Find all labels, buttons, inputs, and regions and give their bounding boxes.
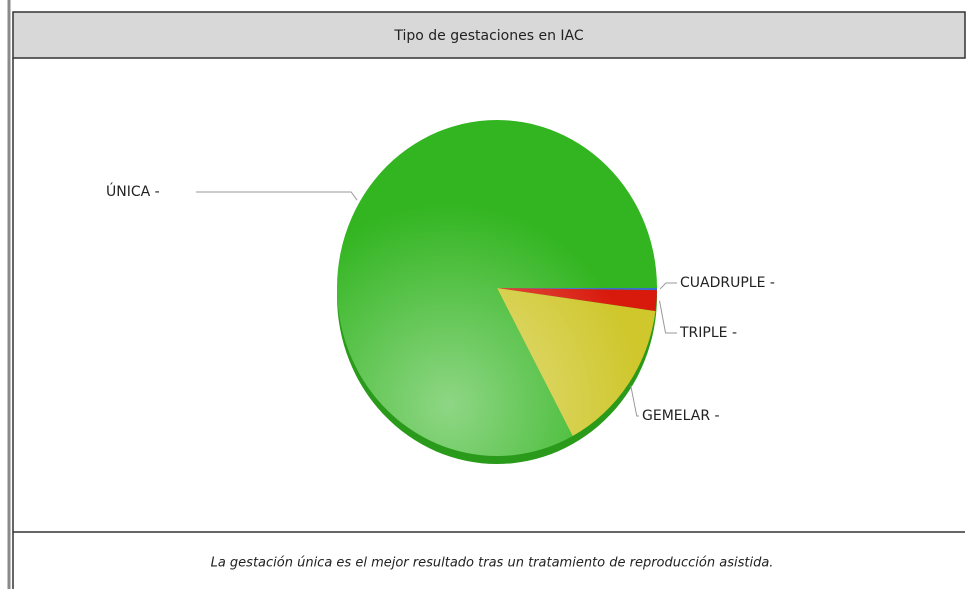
slice-label: ÚNICA - xyxy=(106,182,160,200)
slice-label: CUADRUPLE - xyxy=(680,275,775,291)
footer-text: La gestación única es el mejor resultado… xyxy=(211,556,774,571)
leader-line xyxy=(659,282,677,290)
slice-label: GEMELAR - xyxy=(642,408,720,424)
slice-label: TRIPLE - xyxy=(679,325,737,341)
leader-line xyxy=(196,191,358,201)
header xyxy=(12,11,966,59)
leader-line xyxy=(659,300,677,334)
chart-title: Tipo de gestaciones en IAC xyxy=(393,28,584,44)
leader-line xyxy=(630,385,639,417)
